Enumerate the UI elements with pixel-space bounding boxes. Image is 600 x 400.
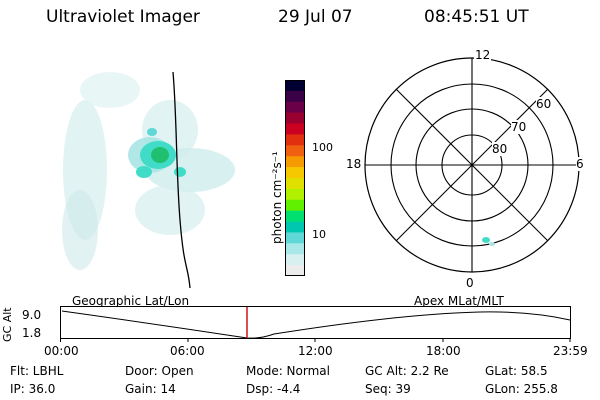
info-glon: GLon: 255.8	[485, 382, 558, 396]
timeline-y-label: GC Alt	[1, 307, 14, 342]
colorbar-segment	[285, 134, 305, 146]
timeline-right-caption: Apex MLat/MLT	[414, 294, 504, 308]
polar-lat-80: 80	[492, 142, 508, 156]
info-gain: Gain: 14	[125, 382, 176, 396]
timeline-plot	[60, 306, 571, 342]
colorbar-segment	[285, 167, 305, 179]
colorbar-segment	[285, 178, 305, 190]
info-mode: Mode: Normal	[246, 364, 330, 378]
geographic-image	[62, 71, 235, 289]
colorbar-segment	[285, 232, 305, 244]
colorbar-unit-label: photon cm⁻²s⁻¹	[270, 151, 284, 244]
colorbar-segment	[285, 123, 305, 135]
timeline-tick-2: 12:00	[298, 344, 333, 358]
colorbar-tick-100: 100	[312, 141, 333, 154]
info-door: Door: Open	[125, 364, 194, 378]
colorbar-segment	[285, 243, 305, 255]
colorbar-segment	[285, 254, 305, 266]
time-label: 08:45:51 UT	[424, 7, 529, 27]
polar-label-left: 18	[346, 157, 362, 171]
app-title: Ultraviolet Imager	[46, 7, 200, 27]
info-glat: GLat: 58.5	[485, 364, 548, 378]
polar-lat-60: 60	[536, 97, 552, 111]
colorbar-segment	[285, 112, 305, 125]
info-seq: Seq: 39	[365, 382, 411, 396]
timeline-left-caption: Geographic Lat/Lon	[72, 294, 190, 308]
colorbar-segment	[285, 145, 305, 157]
polar-lat-70: 70	[511, 120, 527, 134]
timeline-y-max: 9.0	[22, 308, 42, 322]
colorbar-segment	[285, 90, 305, 103]
colorbar-segment	[285, 101, 305, 114]
colorbar-segment	[285, 80, 305, 92]
colorbar-segment	[285, 210, 305, 223]
info-gc-alt: GC Alt: 2.2 Re	[365, 364, 449, 378]
polar-label-top: 12	[474, 48, 492, 62]
info-ip: IP: 36.0	[10, 382, 56, 396]
timeline-tick-3: 18:00	[426, 344, 461, 358]
info-dsp: Dsp: -4.4	[246, 382, 301, 396]
polar-label-right: 6	[576, 157, 584, 171]
info-flt: Flt: LBHL	[10, 364, 64, 378]
polar-aurora-blob	[482, 237, 490, 243]
colorbar-segment	[285, 199, 305, 212]
colorbar-segment	[285, 221, 305, 233]
timeline-y-min: 1.8	[22, 326, 42, 340]
colorbar-segment	[285, 156, 305, 168]
polar-label-bottom: 0	[466, 276, 474, 290]
colorbar-segment	[285, 188, 305, 201]
date-label: 29 Jul 07	[278, 7, 353, 27]
timeline-tick-0: 00:00	[44, 344, 79, 358]
aurora-speckle	[62, 72, 235, 270]
color-bar	[285, 80, 305, 277]
orbit-altitude-curve	[61, 310, 571, 339]
colorbar-tick-10: 10	[312, 228, 326, 241]
terminator-line	[172, 71, 191, 289]
colorbar-segment	[285, 265, 305, 277]
timeline-tick-1: 06:00	[170, 344, 205, 358]
timeline-tick-4: 23:59	[553, 344, 588, 358]
polar-plot	[364, 57, 580, 273]
